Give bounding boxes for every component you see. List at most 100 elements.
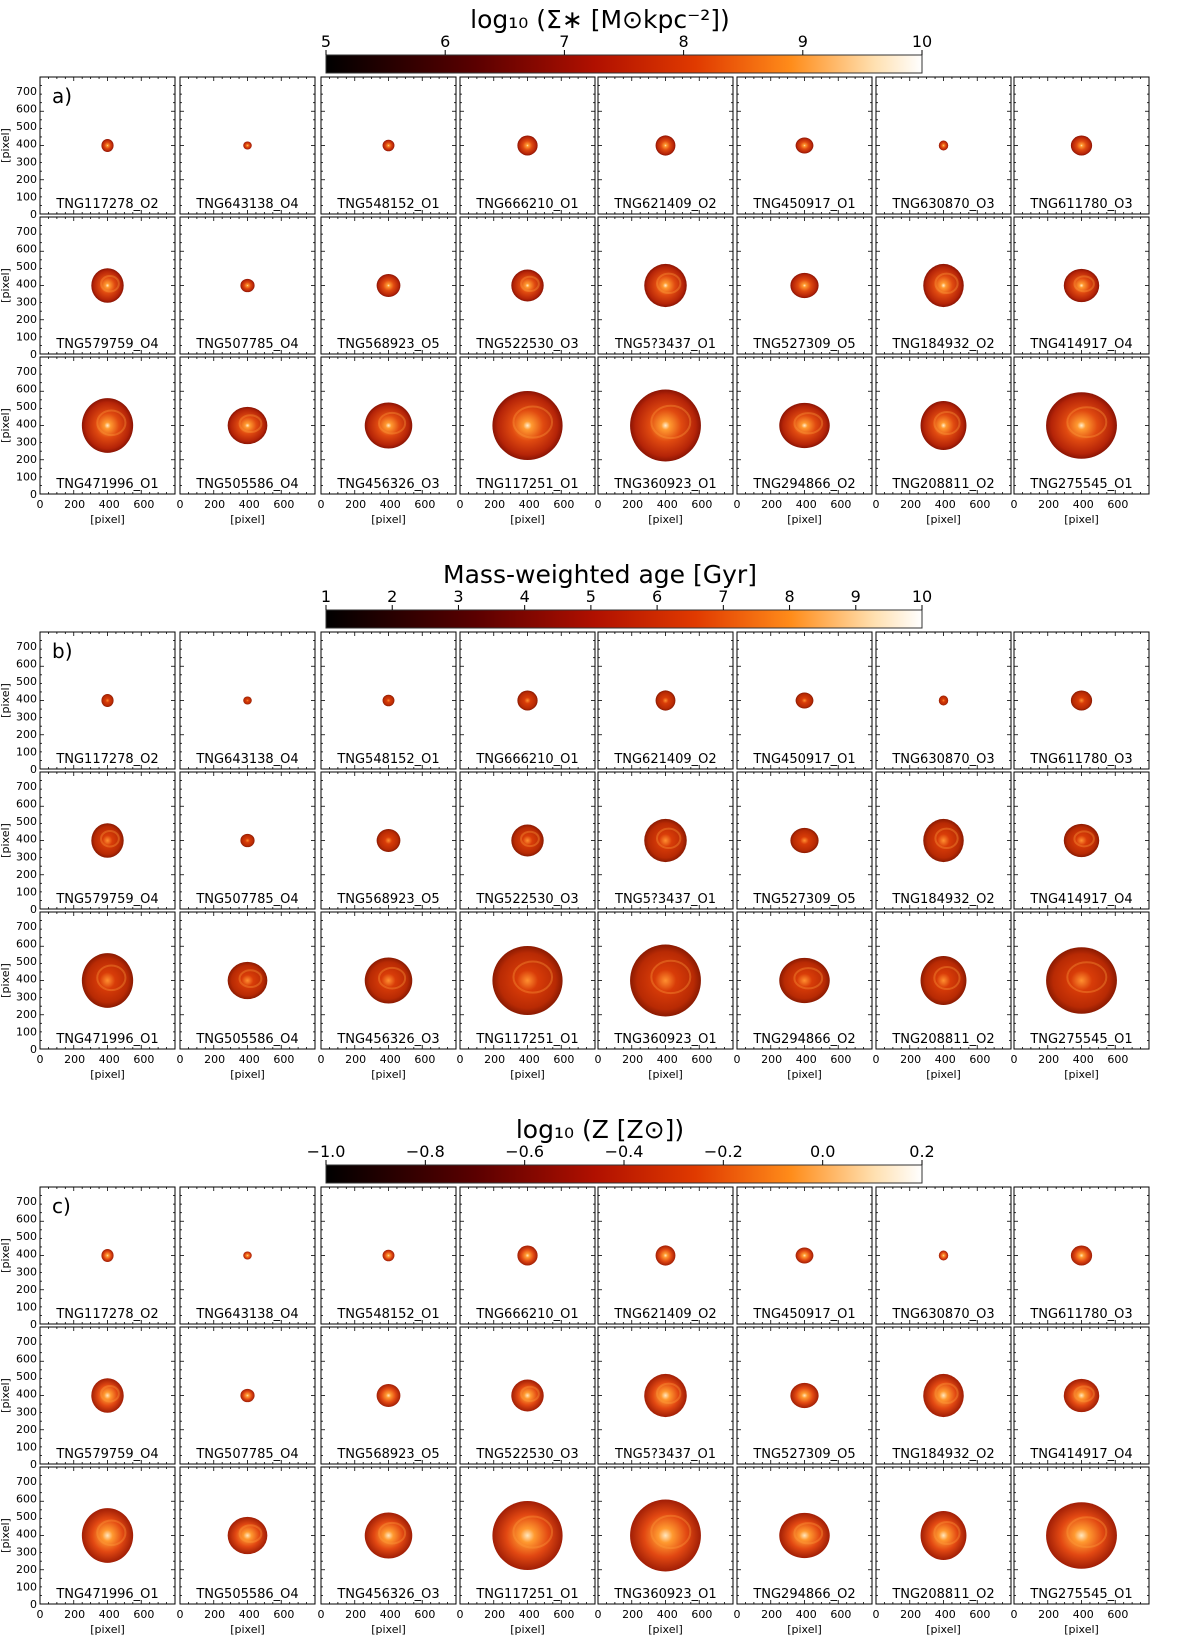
galaxy-map — [376, 273, 401, 298]
x-tick-label: 400 — [380, 1053, 401, 1066]
x-tick-label: 600 — [553, 498, 574, 511]
galaxy-map — [81, 953, 134, 1008]
galaxy-id-label: TNG456326_O3 — [336, 477, 439, 492]
y-tick-label: 300 — [16, 1405, 37, 1418]
x-axis-label: [pixel] — [648, 1068, 683, 1081]
galaxy-map-cell: TNG294866_O2 0 200 400 600 [pixel] — [734, 911, 873, 1081]
colorbar-tick-label: 7 — [559, 32, 569, 51]
galaxy-map — [938, 695, 949, 706]
x-tick-label: 400 — [1073, 1608, 1094, 1621]
colorbar-tick-label: −0.4 — [605, 1142, 644, 1161]
galaxy-id-label: TNG527309_O5 — [752, 1447, 855, 1462]
galaxy-map — [81, 1508, 134, 1563]
galaxy-map-cell: TNG507785_O4 — [179, 771, 316, 910]
x-tick-label: 400 — [239, 1053, 260, 1066]
galaxy-map — [644, 818, 687, 863]
x-tick-label: 600 — [830, 1608, 851, 1621]
spiral-arm — [96, 964, 127, 992]
axis-ticks — [876, 1327, 1011, 1464]
y-tick-label: 500 — [16, 675, 37, 688]
galaxy-map — [382, 1249, 395, 1262]
galaxy-map — [376, 1383, 401, 1408]
galaxy-map — [517, 135, 538, 156]
colorbar-tick-label: 9 — [851, 587, 861, 606]
axis-ticks — [737, 772, 872, 909]
galaxy-map-cell: TNG471996_O1 0 100 200 300 400 500 600 700 [pixel… — [0, 911, 176, 1081]
panel-b: Mass-weighted age [Gyr] 1 2 3 4 5 6 7 8 9 10 TNG117… — [0, 560, 1150, 1081]
axis-ticks — [737, 77, 872, 214]
y-tick-label: 600 — [16, 658, 37, 671]
galaxy-id-label: TNG568923_O5 — [336, 1447, 439, 1462]
galaxy-id-label: TNG5?3437_O1 — [614, 1447, 716, 1462]
galaxy-map — [795, 1247, 814, 1264]
colorbar — [325, 609, 923, 629]
y-tick-label: 300 — [16, 155, 37, 168]
galaxy-id-label: TNG5?3437_O1 — [614, 337, 716, 352]
galaxy-map-cell: TNG527309_O5 — [736, 771, 873, 910]
galaxy-map — [492, 1500, 563, 1571]
y-tick-label: 0 — [30, 348, 37, 361]
y-tick-label: 0 — [30, 1043, 37, 1056]
galaxy-map-cell: TNG579759_O4 0 100 200 300 400 500 600 700 [pixel… — [0, 771, 176, 916]
spiral-arm — [377, 966, 407, 990]
panel-c: log₁₀ (Z [Z⊙]) −1.0 −0.8 −0.6 −0.4 −0.2 0.0 0.2… — [0, 1115, 1150, 1636]
x-axis-label: [pixel] — [510, 513, 545, 526]
galaxy-map — [1046, 392, 1117, 459]
axis-ticks — [40, 1187, 175, 1324]
x-tick-label: 0 — [734, 1053, 741, 1066]
galaxy-id-label: TNG275545_O1 — [1029, 1587, 1132, 1602]
galaxy-map-cell: TNG568923_O5 — [320, 1326, 457, 1465]
y-tick-label: 600 — [16, 798, 37, 811]
galaxy-map-cell: TNG294866_O2 0 200 400 600 [pixel] — [734, 1466, 873, 1636]
axis-ticks — [598, 632, 733, 769]
y-axis-label: [pixel] — [0, 128, 12, 163]
x-tick-label: 400 — [239, 498, 260, 511]
galaxy-map-cell: TNG360923_O1 0 200 400 600 [pixel] — [595, 911, 734, 1081]
galaxy-map-cell: TNG548152_O1 — [320, 76, 457, 215]
galaxy-id-label: TNG579759_O4 — [55, 892, 158, 907]
colorbar-tick-label: 7 — [718, 587, 728, 606]
axis-ticks — [737, 1467, 872, 1604]
axis-ticks — [598, 912, 733, 1049]
axis-ticks — [1014, 357, 1149, 494]
x-tick-label: 0 — [457, 1053, 464, 1066]
galaxy-id-label: TNG184932_O2 — [891, 1447, 994, 1462]
spiral-arm — [655, 827, 682, 850]
galaxy-id-label: TNG414917_O4 — [1029, 892, 1132, 907]
axis-ticks — [321, 77, 456, 214]
galaxy-id-label: TNG117278_O2 — [55, 1307, 158, 1322]
x-tick-label: 200 — [761, 498, 782, 511]
galaxy-map-cell: TNG117251_O1 0 200 400 600 [pixel] — [457, 911, 596, 1081]
axis-ticks — [40, 1467, 175, 1604]
galaxy-map — [91, 823, 124, 858]
galaxy-map-cell: TNG208811_O2 0 200 400 600 [pixel] — [873, 911, 1012, 1081]
axis-ticks — [460, 1187, 595, 1324]
x-tick-label: 0 — [1011, 1608, 1018, 1621]
y-tick-label: 200 — [16, 1283, 37, 1296]
spiral-arm — [377, 411, 407, 435]
galaxy-id-label: TNG117278_O2 — [55, 197, 158, 212]
x-tick-label: 400 — [935, 1053, 956, 1066]
y-axis-label: [pixel] — [0, 683, 12, 718]
y-tick-label: 700 — [16, 1335, 37, 1348]
galaxy-map — [364, 402, 413, 449]
galaxy-map-cell: TNG450917_O1 — [736, 1186, 873, 1325]
axis-ticks — [1014, 1327, 1149, 1464]
galaxy-id-label: TNG643138_O4 — [195, 752, 298, 767]
galaxy-map-cell: TNG621409_O2 — [597, 631, 734, 770]
y-tick-label: 0 — [30, 488, 37, 501]
x-tick-label: 0 — [37, 1053, 44, 1066]
galaxy-map-cell: TNG527309_O5 — [736, 1326, 873, 1465]
galaxy-map — [517, 690, 538, 711]
galaxy-map — [790, 1382, 819, 1409]
x-tick-label: 400 — [239, 1608, 260, 1621]
y-tick-label: 400 — [16, 693, 37, 706]
y-tick-label: 700 — [16, 1195, 37, 1208]
panel-a: log₁₀ (Σ∗ [M⊙kpc⁻²]) 5 6 7 8 9 10 TNG117278_O2 0… — [0, 5, 1150, 526]
y-axis-label: [pixel] — [0, 1238, 12, 1273]
spiral-arm — [933, 1521, 961, 1546]
x-tick-label: 400 — [796, 1053, 817, 1066]
x-tick-label: 200 — [900, 1608, 921, 1621]
galaxy-id-label: TNG611780_O3 — [1029, 1307, 1132, 1322]
